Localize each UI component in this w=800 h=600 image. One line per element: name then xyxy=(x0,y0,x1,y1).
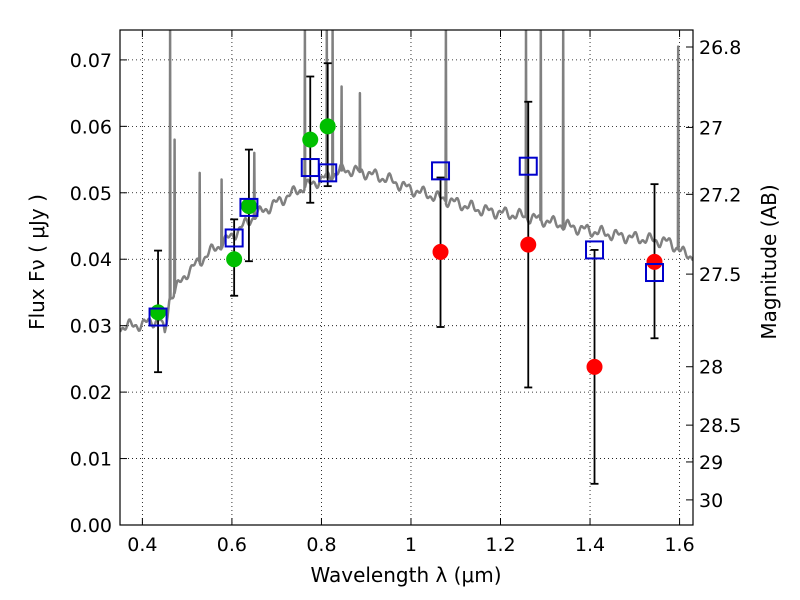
model-point xyxy=(585,240,605,260)
x-axis-label: Wavelength λ (μm) xyxy=(310,563,501,587)
x-tick-label: 0.4 xyxy=(127,534,157,556)
right-axis-label: Magnitude (AB) xyxy=(757,184,781,339)
plot-area xyxy=(120,30,693,485)
y-tick-label: 0.04 xyxy=(70,249,112,271)
right-tick-label: 27.5 xyxy=(699,264,741,286)
x-tick-label: 0.6 xyxy=(217,534,247,556)
grid-lines xyxy=(120,30,693,526)
model-point xyxy=(431,161,451,181)
x-tick-label: 1.6 xyxy=(664,534,694,556)
flux-point xyxy=(240,198,257,215)
x-tick-label: 1.2 xyxy=(485,534,515,556)
right-tick-label: 28.5 xyxy=(699,415,741,437)
x-tick-label: 0.8 xyxy=(306,534,336,556)
y-tick-label: 0.05 xyxy=(70,183,112,205)
model-point xyxy=(318,163,338,183)
right-tick-label: 29 xyxy=(699,452,723,474)
y-axis-label: Flux Fν ( μJy ) xyxy=(25,194,49,330)
spectrum-line xyxy=(120,30,693,334)
model-point xyxy=(224,228,244,248)
model-point xyxy=(518,156,538,176)
right-tick-label: 30 xyxy=(699,490,723,512)
model-point xyxy=(645,263,665,283)
right-tick-label: 27 xyxy=(699,117,723,139)
y-tick-label: 0.00 xyxy=(70,515,112,537)
tick-labels: 0.4 0.6 0.8 1 1.2 1.4 1.6 0.00 0.01 0.02 0.03 0.04 0… xyxy=(70,37,742,556)
plot-frame xyxy=(119,29,694,526)
model-point xyxy=(239,197,259,217)
x-tick-label: 1.4 xyxy=(575,534,605,556)
flux-point xyxy=(520,236,537,253)
model-spectrum xyxy=(120,30,693,334)
flux-point xyxy=(226,251,243,268)
y-tick-label: 0.01 xyxy=(70,449,112,471)
y-tick-label: 0.07 xyxy=(70,50,112,72)
flux-point xyxy=(646,253,663,270)
flux-point xyxy=(302,131,319,148)
axis-ticks xyxy=(120,30,693,526)
right-tick-label: 26.8 xyxy=(699,37,741,59)
model-point xyxy=(148,307,168,327)
data-markers xyxy=(148,62,665,485)
flux-point xyxy=(432,243,449,260)
right-tick-label: 28 xyxy=(699,357,723,379)
flux-point xyxy=(586,358,603,375)
y-tick-label: 0.03 xyxy=(70,316,112,338)
flux-point xyxy=(319,118,336,135)
y-tick-label: 0.06 xyxy=(70,116,112,138)
x-tick-label: 1 xyxy=(405,534,417,556)
y-tick-label: 0.02 xyxy=(70,382,112,404)
flux-point xyxy=(150,304,167,321)
right-tick-label: 27.2 xyxy=(699,184,741,206)
